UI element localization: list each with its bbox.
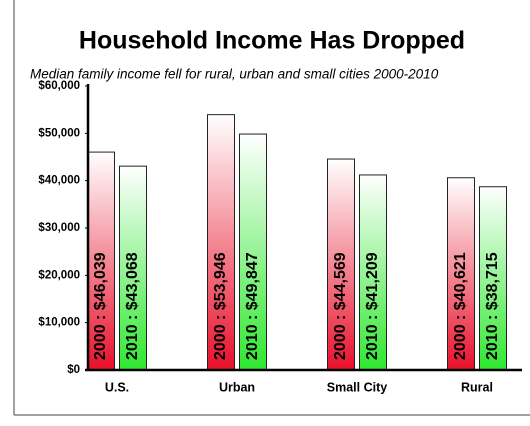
x-tick-label: Urban (219, 380, 255, 394)
chart-subtitle: Median family income fell for rural, urb… (30, 67, 439, 82)
bar (447, 177, 475, 371)
y-tick-label: $60,000 (38, 80, 80, 92)
x-tick-label: U.S. (105, 380, 129, 394)
bar (87, 151, 115, 371)
value-label: 2010 : $41,209 (364, 252, 381, 360)
value-label: 2010 : $38,715 (484, 252, 501, 360)
chart-title: Household Income Has Dropped (79, 27, 465, 55)
y-tick-label: $50,000 (38, 127, 80, 139)
value-label: 2010 : $49,847 (244, 252, 261, 360)
value-label: 2010 : $43,068 (124, 252, 141, 360)
y-tick-label: $10,000 (38, 317, 80, 329)
value-label: 2000 : $44,569 (332, 252, 349, 360)
bar (479, 186, 507, 371)
value-label: 2000 : $40,621 (452, 252, 469, 360)
y-tick-label: $20,000 (38, 269, 80, 281)
y-tick-label: $30,000 (38, 222, 80, 234)
x-tick-label: Small City (327, 380, 387, 394)
value-label: 2000 : $46,039 (92, 252, 109, 360)
value-label: 2000 : $53,946 (212, 252, 229, 360)
y-tick-label: $0 (67, 364, 80, 376)
y-tick-label: $40,000 (38, 175, 80, 187)
x-tick-label: Rural (461, 380, 493, 394)
bar (359, 174, 387, 371)
